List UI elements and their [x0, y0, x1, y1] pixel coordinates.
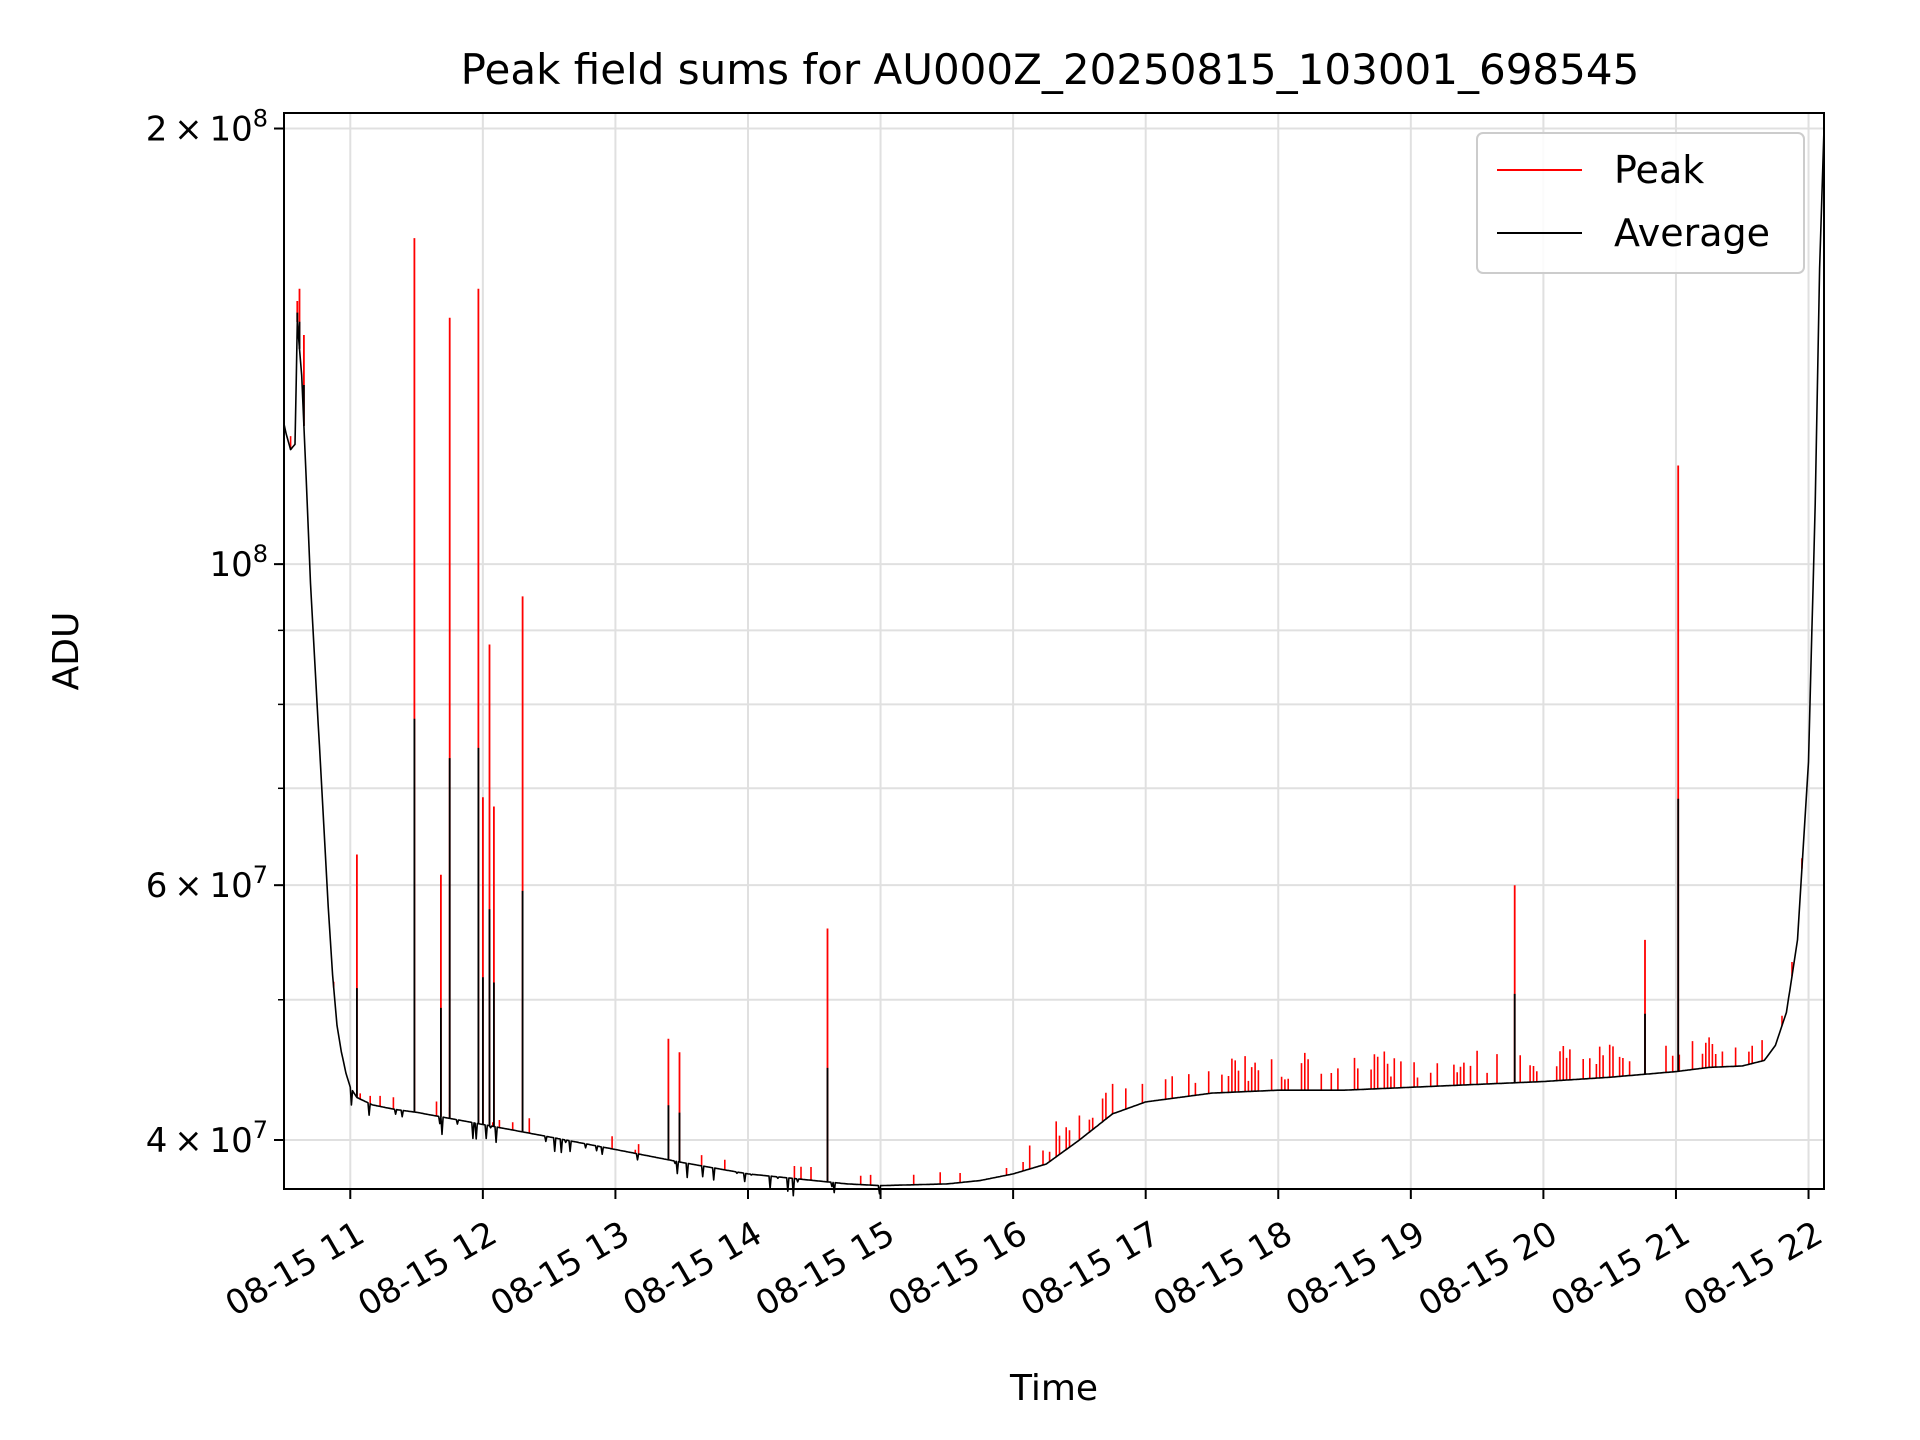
- y-tick-label: 6 × 107: [146, 861, 268, 906]
- plot-frame: [283, 112, 1825, 1190]
- y-tick-label: 2 × 108: [146, 105, 268, 150]
- legend-box: [1476, 132, 1805, 274]
- x-axis-title: Time: [1009, 1368, 1098, 1409]
- legend: Peak Average: [1476, 132, 1805, 274]
- y-tick-label: 4 × 107: [146, 1116, 268, 1161]
- average-series: [283, 128, 1825, 1197]
- grid: [284, 113, 1824, 1189]
- chart-title: Peak field sums for AU000Z_20250815_1030…: [461, 45, 1640, 94]
- legend-average-label: Average: [1614, 211, 1770, 255]
- y-axis: 4 × 107 6 × 107 108 2 × 108: [146, 105, 284, 1161]
- y-axis-title: ADU: [46, 612, 87, 691]
- legend-peak-label: Peak: [1614, 148, 1704, 192]
- y-tick-label: 108: [209, 540, 268, 585]
